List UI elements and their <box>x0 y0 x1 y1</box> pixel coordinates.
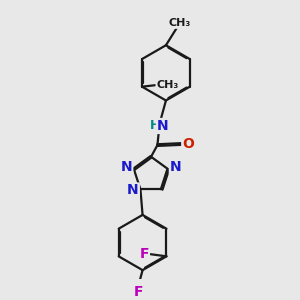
Text: F: F <box>134 285 143 299</box>
Text: N: N <box>127 184 139 197</box>
Text: CH₃: CH₃ <box>156 80 178 89</box>
Text: O: O <box>182 137 194 151</box>
Text: N: N <box>121 160 132 174</box>
Text: F: F <box>140 247 149 261</box>
Text: N: N <box>157 119 169 133</box>
Text: CH₃: CH₃ <box>169 18 191 28</box>
Text: H: H <box>150 119 160 133</box>
Text: N: N <box>170 160 182 174</box>
